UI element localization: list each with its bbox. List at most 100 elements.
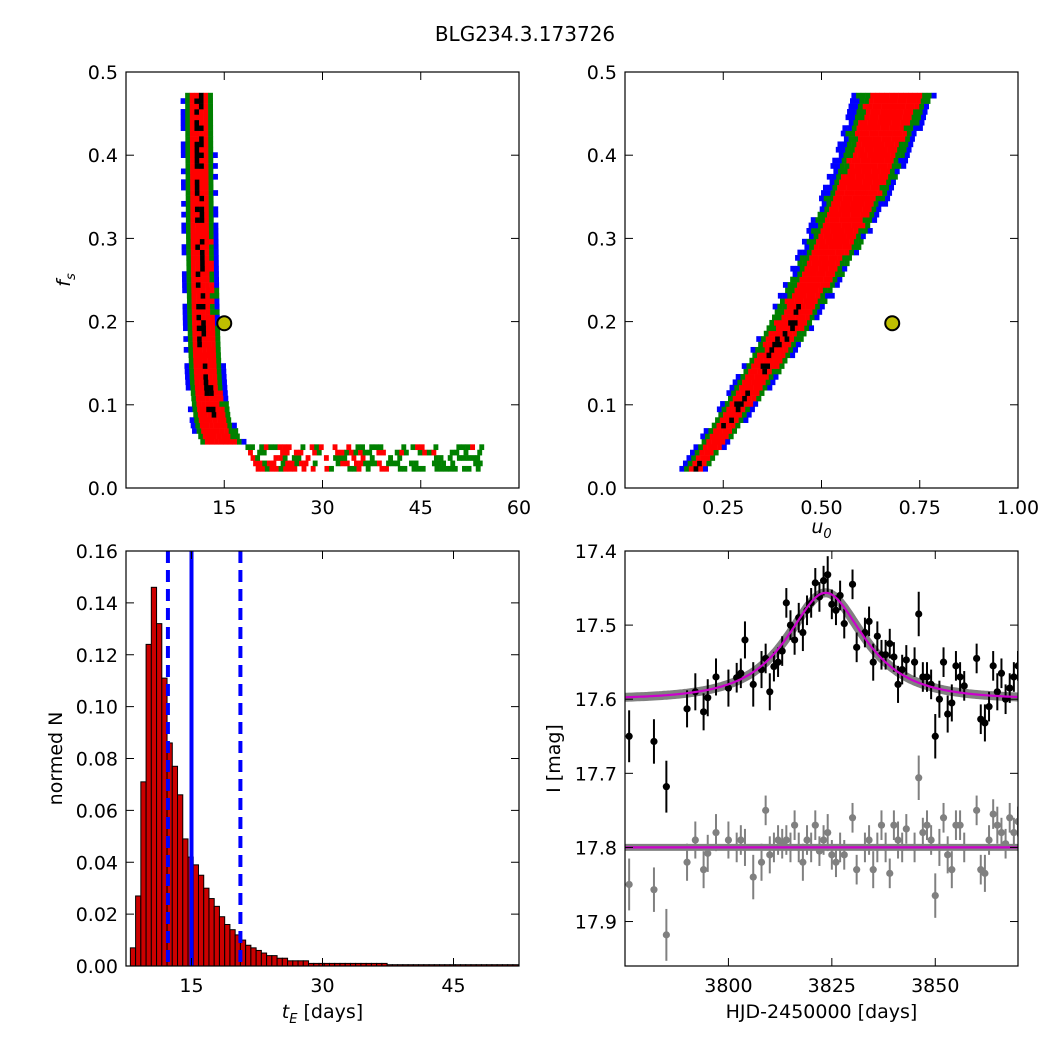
posterior-cell: [873, 200, 879, 207]
posterior-cell: [741, 363, 747, 369]
posterior-cell: [190, 255, 196, 261]
posterior-cell: [205, 287, 211, 294]
posterior-cell: [843, 152, 849, 158]
posterior-cell: [236, 438, 242, 445]
posterior-cell: [879, 157, 885, 164]
x-tick-label: 1.00: [997, 497, 1039, 519]
posterior-cell: [210, 309, 216, 315]
posterior-cell: [869, 114, 875, 121]
posterior-cell: [253, 460, 259, 467]
posterior-cell: [196, 325, 202, 332]
posterior-cell: [830, 282, 836, 288]
posterior-cell: [194, 146, 200, 153]
posterior-cell: [191, 298, 197, 305]
posterior-cell: [835, 146, 841, 153]
posterior-cell: [207, 368, 213, 375]
posterior-cell: [874, 92, 881, 99]
posterior-cell: [883, 98, 889, 104]
posterior-cell: [836, 222, 842, 229]
posterior-cell: [219, 428, 225, 434]
posterior-cell: [853, 217, 859, 223]
posterior-cell: [884, 184, 890, 191]
posterior-cell: [213, 249, 219, 256]
posterior-cell: [204, 211, 210, 218]
posterior-cell: [202, 357, 208, 364]
posterior-cell: [891, 136, 897, 142]
posterior-cell: [851, 141, 857, 148]
posterior-cell: [460, 444, 466, 451]
posterior-cell: [846, 141, 852, 148]
posterior-cell: [853, 136, 859, 142]
posterior-cell: [200, 309, 206, 315]
histogram-bar: [287, 960, 294, 967]
posterior-cell: [194, 206, 200, 213]
x-tick-label: 45: [441, 975, 465, 997]
posterior-cell: [823, 244, 829, 250]
posterior-cell: [844, 163, 850, 169]
posterior-cell: [204, 384, 209, 391]
posterior-cell: [878, 146, 884, 153]
posterior-cell: [799, 276, 805, 283]
posterior-cell: [214, 276, 219, 283]
posterior-cell: [205, 401, 211, 407]
posterior-cell: [911, 114, 917, 121]
posterior-cell: [203, 379, 209, 386]
posterior-cell: [194, 200, 200, 207]
posterior-cell: [903, 125, 909, 131]
posterior-cell: [774, 309, 780, 315]
posterior-cell: [204, 195, 209, 202]
data-point: [915, 610, 923, 618]
posterior-cell: [827, 287, 833, 294]
residual-point: [931, 891, 939, 900]
posterior-cell: [721, 422, 727, 429]
posterior-cell: [447, 455, 453, 461]
posterior-cell: [199, 238, 205, 245]
posterior-cell: [227, 438, 233, 445]
posterior-cell: [386, 460, 391, 467]
posterior-cell: [720, 401, 726, 407]
posterior-cell: [211, 363, 217, 369]
posterior-cell: [803, 287, 810, 294]
posterior-cell: [180, 146, 186, 153]
posterior-cell: [845, 200, 851, 207]
posterior-cell: [732, 395, 738, 402]
posterior-cell: [773, 374, 779, 380]
posterior-cell: [867, 152, 873, 158]
data-point: [786, 621, 795, 629]
posterior-cell: [280, 449, 286, 456]
posterior-cell: [346, 444, 352, 451]
posterior-cell: [814, 314, 820, 321]
posterior-cell: [887, 190, 893, 196]
posterior-cell: [784, 336, 790, 342]
posterior-cell: [830, 249, 836, 256]
posterior-cell: [203, 136, 209, 142]
posterior-cell: [314, 444, 320, 451]
posterior-cell: [199, 228, 205, 234]
posterior-cell: [881, 179, 887, 186]
posterior-cell: [706, 438, 712, 445]
posterior-cell: [821, 200, 827, 207]
posterior-cell: [189, 92, 195, 99]
posterior-cell: [885, 152, 891, 158]
posterior-cell: [782, 282, 788, 288]
posterior-cell: [190, 244, 196, 250]
posterior-cell: [214, 314, 220, 321]
residual-point: [886, 869, 894, 877]
posterior-cell: [695, 455, 701, 461]
residual-point: [662, 931, 670, 939]
posterior-cell: [726, 390, 732, 396]
data-point: [873, 632, 881, 640]
y-tick-label: 0.16: [76, 541, 118, 563]
posterior-cell: [337, 455, 343, 461]
posterior-cell: [805, 314, 811, 321]
posterior-cell: [827, 184, 833, 191]
histogram-bar: [197, 874, 205, 967]
posterior-cell: [866, 206, 872, 213]
posterior-cell: [811, 271, 817, 277]
posterior-cell: [796, 292, 802, 299]
posterior-cell: [770, 336, 776, 342]
posterior-cell: [746, 379, 752, 386]
posterior-cell: [808, 233, 814, 240]
posterior-cell: [388, 455, 394, 461]
posterior-cell: [255, 455, 261, 461]
